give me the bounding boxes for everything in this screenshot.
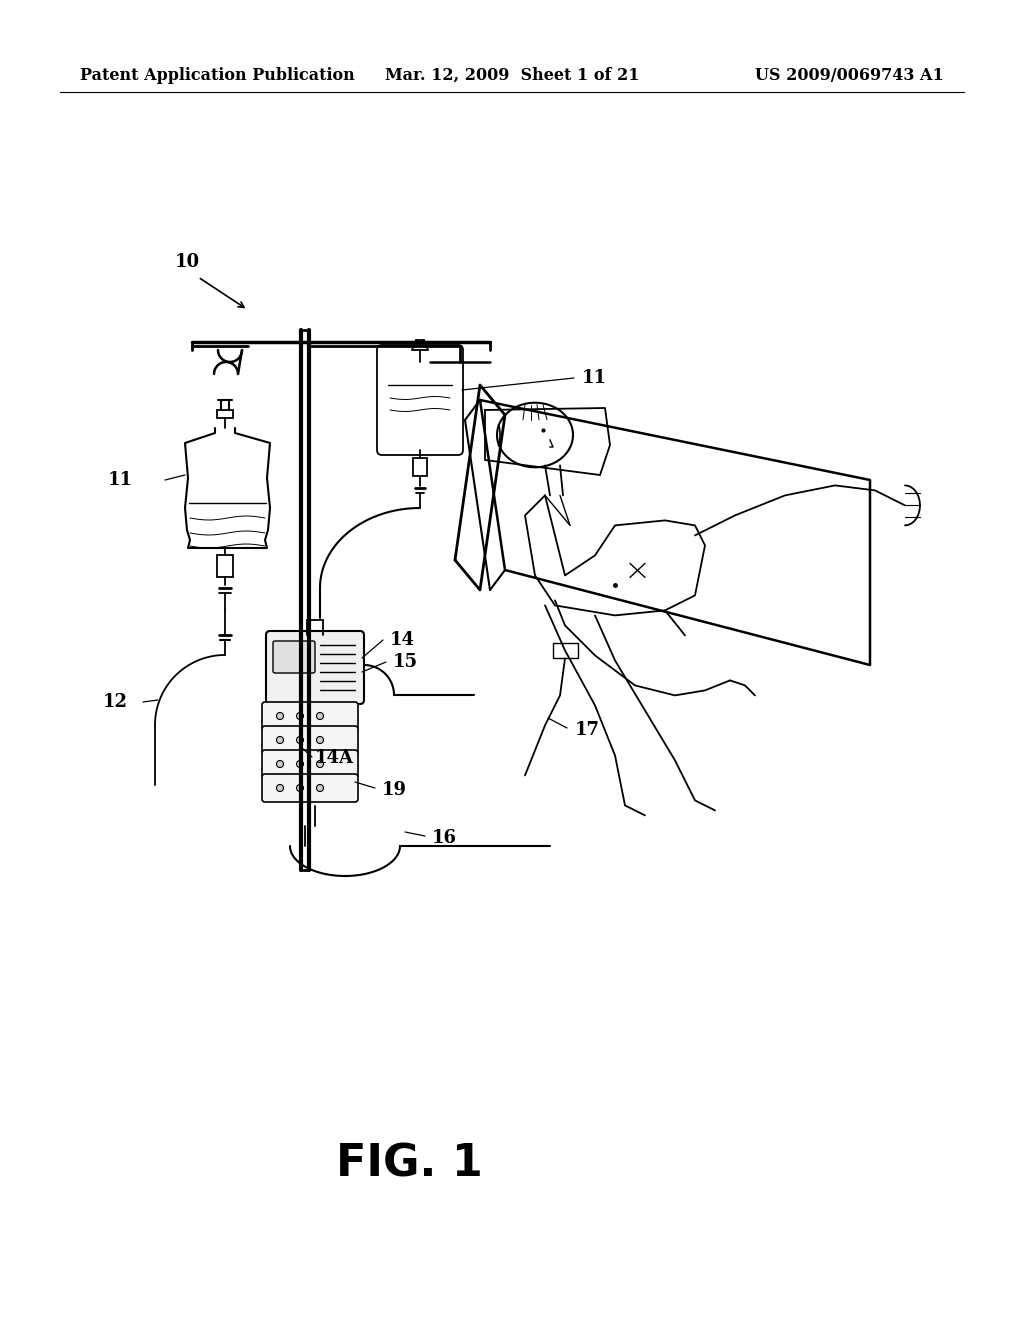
- Circle shape: [297, 760, 303, 767]
- Circle shape: [276, 784, 284, 792]
- Circle shape: [297, 784, 303, 792]
- Text: 16: 16: [432, 829, 457, 847]
- Text: 14A: 14A: [315, 748, 354, 767]
- Circle shape: [316, 784, 324, 792]
- FancyBboxPatch shape: [262, 774, 358, 803]
- Bar: [217, 411, 233, 418]
- Circle shape: [297, 713, 303, 719]
- Circle shape: [276, 737, 284, 743]
- Bar: [217, 554, 233, 577]
- Circle shape: [276, 760, 284, 767]
- Circle shape: [276, 713, 284, 719]
- Text: 14: 14: [390, 631, 415, 649]
- Circle shape: [316, 713, 324, 719]
- Text: FIG. 1: FIG. 1: [336, 1143, 483, 1185]
- Bar: [553, 643, 578, 659]
- Text: 11: 11: [582, 370, 607, 387]
- Text: Patent Application Publication: Patent Application Publication: [80, 66, 354, 83]
- FancyBboxPatch shape: [262, 750, 358, 777]
- Text: US 2009/0069743 A1: US 2009/0069743 A1: [756, 66, 944, 83]
- Circle shape: [316, 737, 324, 743]
- Text: 11: 11: [108, 471, 133, 488]
- Circle shape: [316, 760, 324, 767]
- FancyBboxPatch shape: [273, 642, 315, 673]
- FancyBboxPatch shape: [262, 702, 358, 730]
- FancyBboxPatch shape: [262, 726, 358, 754]
- Text: 10: 10: [175, 253, 200, 271]
- Bar: [413, 458, 427, 477]
- Circle shape: [297, 737, 303, 743]
- Text: 12: 12: [103, 693, 128, 711]
- Text: 15: 15: [393, 653, 418, 671]
- Text: 19: 19: [382, 781, 407, 799]
- Text: 17: 17: [575, 721, 600, 739]
- FancyBboxPatch shape: [266, 631, 364, 704]
- Text: Mar. 12, 2009  Sheet 1 of 21: Mar. 12, 2009 Sheet 1 of 21: [385, 66, 639, 83]
